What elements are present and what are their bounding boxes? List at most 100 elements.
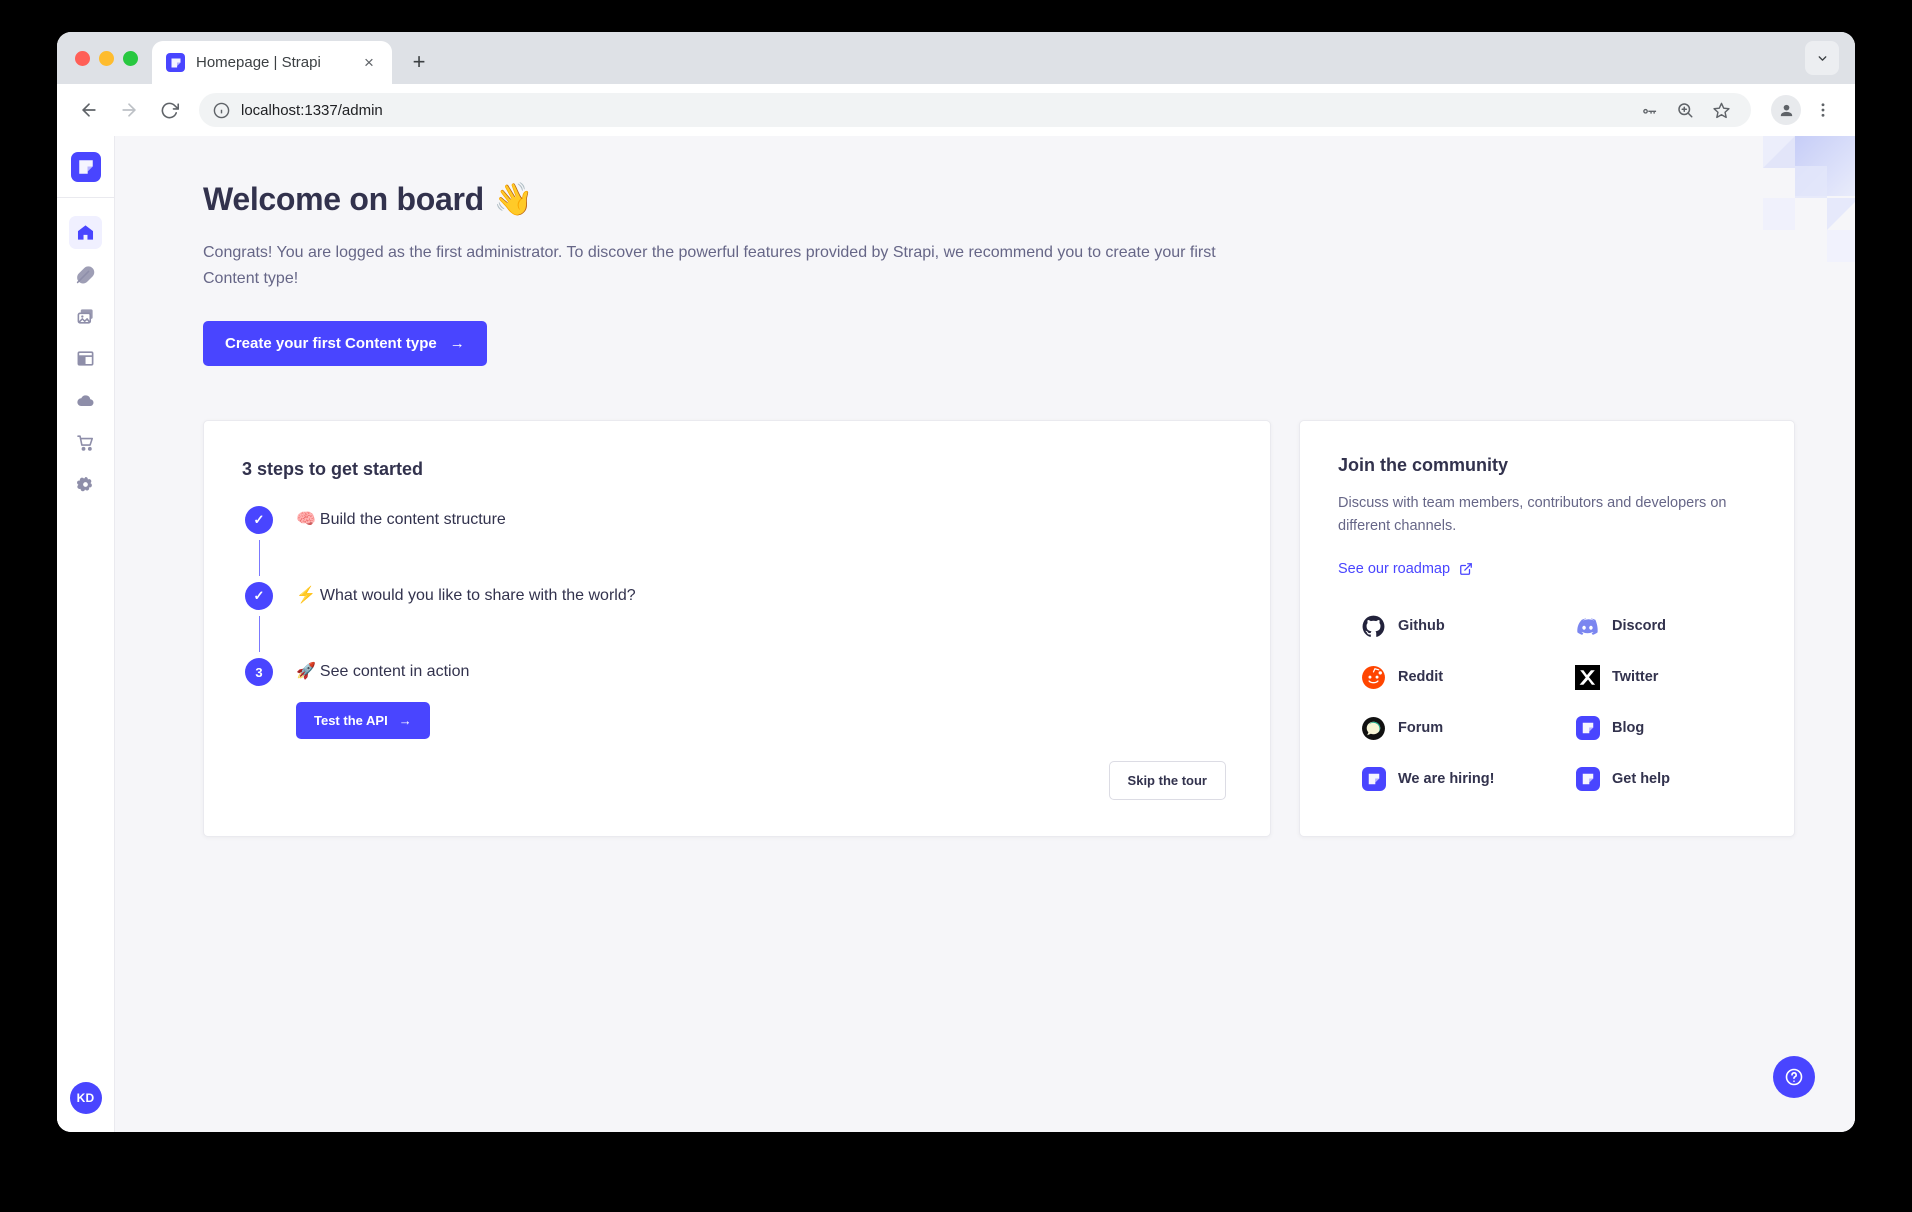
social-link-github[interactable]: Github [1361,614,1519,639]
sidebar-item-content-manager[interactable] [69,258,102,291]
waving-hand-emoji: 👋 [493,181,534,217]
step-body: ⚡ What would you like to share with the w… [276,582,1226,658]
reload-icon[interactable] [151,92,187,128]
step-connector [258,540,260,577]
back-arrow-icon[interactable] [71,92,107,128]
maximize-window-button[interactable] [123,50,138,66]
brain-emoji: 🧠 [296,511,316,529]
social-link-discord[interactable]: Discord [1575,614,1733,639]
info-icon[interactable] [213,102,230,119]
create-first-content-type-button[interactable]: Create your first Content type → [203,321,487,367]
arrow-right-icon: → [449,335,465,353]
social-link-reddit[interactable]: Reddit [1361,665,1519,690]
steps-list: ✓ 🧠 Build the content structure [242,506,1226,740]
step-rail: 3 [242,658,276,739]
sidebar-items [57,198,114,501]
step-body: 🚀 See content in action Test the API → [276,658,1226,740]
cloud-icon [76,391,95,410]
minimize-window-button[interactable] [99,50,114,66]
images-icon [76,307,95,326]
social-link-label: Blog [1612,720,1645,737]
social-link-blog[interactable]: Blog [1575,716,1733,741]
steps-card-title: 3 steps to get started [242,459,424,480]
step-label: 🚀 See content in action [296,658,1226,686]
twitter-x-icon [1575,664,1600,690]
social-link-forum[interactable]: Forum [1361,716,1519,741]
profile-avatar-icon[interactable] [1771,95,1801,125]
test-the-api-button[interactable]: Test the API → [296,702,430,740]
sidebar: KD [57,136,115,1132]
social-link-label: Discord [1612,618,1666,635]
social-link-label: Reddit [1398,669,1444,686]
omnibox-actions [1633,94,1737,126]
step-item: ✓ ⚡ What would you like to share with the… [242,582,1226,658]
page-subtitle: Congrats! You are logged as the first ad… [203,244,1216,287]
step-label: 🧠 Build the content structure [296,506,1226,534]
forum-icon [1361,716,1386,741]
community-card: Join the community Discuss with team mem… [1299,420,1795,837]
test-api-label: Test the API [314,713,388,729]
social-link-get-help[interactable]: Get help [1575,767,1733,792]
question-circle-icon [1784,1067,1804,1087]
page-title: Welcome on board 👋 [203,180,1855,218]
layout-icon [76,349,95,368]
strapi-logo-icon [1575,767,1600,792]
url-text: localhost:1337/admin [241,101,383,119]
page-title-text: Welcome on board [203,180,484,217]
social-link-twitter[interactable]: Twitter [1575,664,1733,690]
step-label-text: See content in action [319,663,470,681]
social-links-grid: Github Discord [1338,614,1756,792]
sidebar-item-cloud[interactable] [69,384,102,417]
step-bullet-check-icon: ✓ [245,506,273,535]
cards-row: 3 steps to get started ✓ 🧠 Build the cont… [203,420,1855,838]
gear-icon [76,475,95,494]
community-card-description: Discuss with team members, contributors … [1338,495,1727,535]
key-icon[interactable] [1633,94,1665,126]
strapi-logo-icon [1361,767,1386,792]
strapi-badge-icon [1575,767,1600,792]
sidebar-item-content-type-builder[interactable] [69,342,102,375]
forward-arrow-icon[interactable] [111,92,147,128]
step-rail: ✓ [242,506,276,582]
address-bar[interactable]: localhost:1337/admin [199,93,1751,127]
social-link-we-are-hiring[interactable]: We are hiring! [1361,767,1519,792]
avatar[interactable]: KD [69,1082,102,1114]
step-bullet-check-icon: ✓ [245,582,273,611]
zoom-search-icon[interactable] [1669,94,1701,126]
step-body: 🧠 Build the content structure [276,506,1226,582]
step-bullet-number: 3 [245,658,273,687]
window-traffic-lights [71,32,152,84]
step-label: ⚡ What would you like to share with the w… [296,582,1226,610]
social-link-label: Forum [1398,720,1444,737]
lightning-emoji: ⚡ [296,587,316,605]
steps-card: 3 steps to get started ✓ 🧠 Build the cont… [203,420,1271,838]
strapi-badge-icon [1361,767,1386,792]
strapi-admin-app: KD Welcome on board [57,136,1855,1132]
social-link-label: We are hiring! [1398,771,1495,788]
home-icon [76,223,95,242]
help-button[interactable] [1773,1056,1815,1098]
chevron-down-icon[interactable] [1805,41,1839,75]
sidebar-item-home[interactable] [69,216,102,249]
tab-title: Homepage | Strapi [196,54,321,71]
sidebar-item-media-library[interactable] [69,300,102,333]
shopping-cart-icon [76,433,95,452]
skip-the-tour-button[interactable]: Skip the tour [1108,761,1226,801]
sidebar-brand[interactable] [57,136,114,198]
social-link-label: Twitter [1612,669,1659,686]
sidebar-item-marketplace[interactable] [69,426,102,459]
new-tab-button[interactable]: + [412,49,426,74]
github-icon [1361,614,1386,639]
close-window-button[interactable] [75,50,90,66]
three-dot-menu-icon[interactable] [1805,92,1841,128]
strapi-badge-icon [1575,716,1600,741]
browser-tab[interactable]: Homepage | Strapi × [152,41,392,84]
external-link-icon [1459,562,1473,576]
star-icon[interactable] [1705,94,1737,126]
close-icon[interactable]: × [364,52,374,72]
social-link-label: Get help [1612,771,1671,788]
browser-window: Homepage | Strapi × + localhost:1337/adm… [57,32,1855,1132]
strapi-logo-icon [166,53,185,72]
see-our-roadmap-link[interactable]: See our roadmap [1338,561,1473,577]
sidebar-item-settings[interactable] [69,468,102,501]
